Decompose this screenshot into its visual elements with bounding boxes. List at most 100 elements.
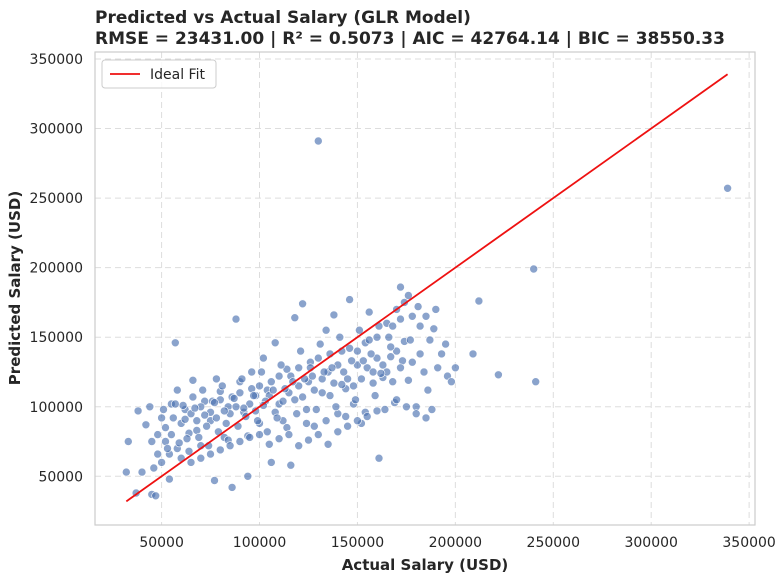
data-point (245, 433, 254, 442)
data-point (531, 377, 541, 387)
data-point (169, 413, 178, 423)
data-point (357, 374, 366, 384)
data-point (311, 405, 321, 414)
data-point (362, 363, 372, 373)
data-point (212, 374, 221, 384)
data-point (396, 314, 405, 324)
data-point (321, 325, 331, 335)
data-point (323, 439, 333, 449)
data-point (149, 463, 159, 473)
data-point (290, 313, 300, 323)
data-point (319, 367, 329, 377)
data-point (304, 435, 313, 445)
legend-label-ideal-fit: Ideal Fit (150, 67, 205, 83)
data-point (447, 377, 456, 387)
data-point (294, 441, 304, 451)
data-point (167, 430, 176, 439)
data-point (723, 184, 732, 193)
data-point (298, 299, 307, 309)
data-point (317, 388, 327, 398)
data-point (345, 343, 354, 353)
data-point (137, 467, 147, 477)
data-point (413, 302, 423, 311)
data-point (335, 332, 345, 342)
data-point (415, 321, 425, 331)
data-point (347, 356, 356, 366)
data-point (441, 339, 450, 349)
data-point (231, 402, 241, 412)
x-tick-labels: 50000 100000 150000 200000 250000 300000 35000… (139, 535, 776, 551)
data-point (419, 367, 429, 377)
data-point (221, 419, 231, 428)
data-point (174, 438, 184, 448)
data-point (153, 430, 162, 439)
y-tick-label: 100000 (30, 400, 83, 416)
data-point (370, 391, 380, 400)
data-point (188, 392, 198, 402)
data-point (161, 423, 170, 432)
data-point (266, 458, 276, 467)
data-point (198, 385, 207, 395)
x-tick-label: 300000 (624, 535, 677, 551)
data-point (210, 476, 219, 485)
data-point (392, 395, 401, 405)
legend: Ideal Fit (101, 59, 217, 89)
data-point (227, 483, 237, 492)
data-point (206, 449, 215, 459)
data-point (404, 375, 413, 385)
data-point (272, 413, 282, 423)
data-point (245, 399, 254, 409)
chart-title-line1: Predicted vs Actual Salary (GLR Model) (95, 8, 471, 28)
data-point (274, 434, 284, 444)
data-point (372, 406, 382, 416)
data-point (235, 388, 245, 398)
data-point (353, 360, 362, 370)
data-point (122, 467, 131, 477)
data-point (468, 349, 478, 359)
data-point (194, 433, 204, 442)
data-point (196, 453, 206, 463)
data-point (366, 349, 376, 359)
data-point (451, 363, 460, 373)
data-point (253, 416, 262, 426)
data-point (220, 406, 229, 416)
chart-title-line2: RMSE = 23431.00 | R² = 0.5073 | AIC = 42… (95, 29, 725, 49)
data-point (353, 346, 362, 356)
data-point (145, 402, 155, 412)
data-point (296, 346, 305, 356)
data-point (302, 419, 311, 428)
data-point (264, 439, 274, 449)
data-point (165, 474, 174, 484)
data-point (386, 342, 396, 352)
scatter-points (122, 136, 732, 501)
data-point (231, 314, 241, 324)
data-point (188, 375, 198, 385)
y-tick-label: 200000 (30, 261, 83, 277)
data-point (173, 385, 182, 395)
data-point (327, 363, 337, 373)
data-point (225, 441, 235, 451)
data-point (210, 398, 219, 407)
data-point (405, 335, 415, 345)
data-point (313, 353, 323, 363)
data-point (235, 437, 245, 446)
data-point (202, 421, 211, 431)
data-point (186, 458, 196, 467)
y-tick-labels: 50000 100000 150000 200000 250000 300000 35000… (30, 52, 83, 485)
data-point (247, 367, 256, 377)
data-point (374, 453, 384, 463)
data-point (276, 360, 286, 370)
data-point (159, 405, 168, 414)
data-point (315, 339, 325, 349)
data-point (364, 307, 374, 317)
y-tick-label: 150000 (30, 330, 83, 346)
x-tick-label: 100000 (233, 535, 286, 551)
data-point (151, 491, 160, 501)
data-point (431, 305, 441, 314)
data-point (339, 367, 349, 377)
data-point (407, 311, 417, 321)
data-point (388, 321, 398, 331)
data-point (182, 434, 192, 444)
data-point (396, 282, 405, 292)
data-point (384, 332, 394, 342)
